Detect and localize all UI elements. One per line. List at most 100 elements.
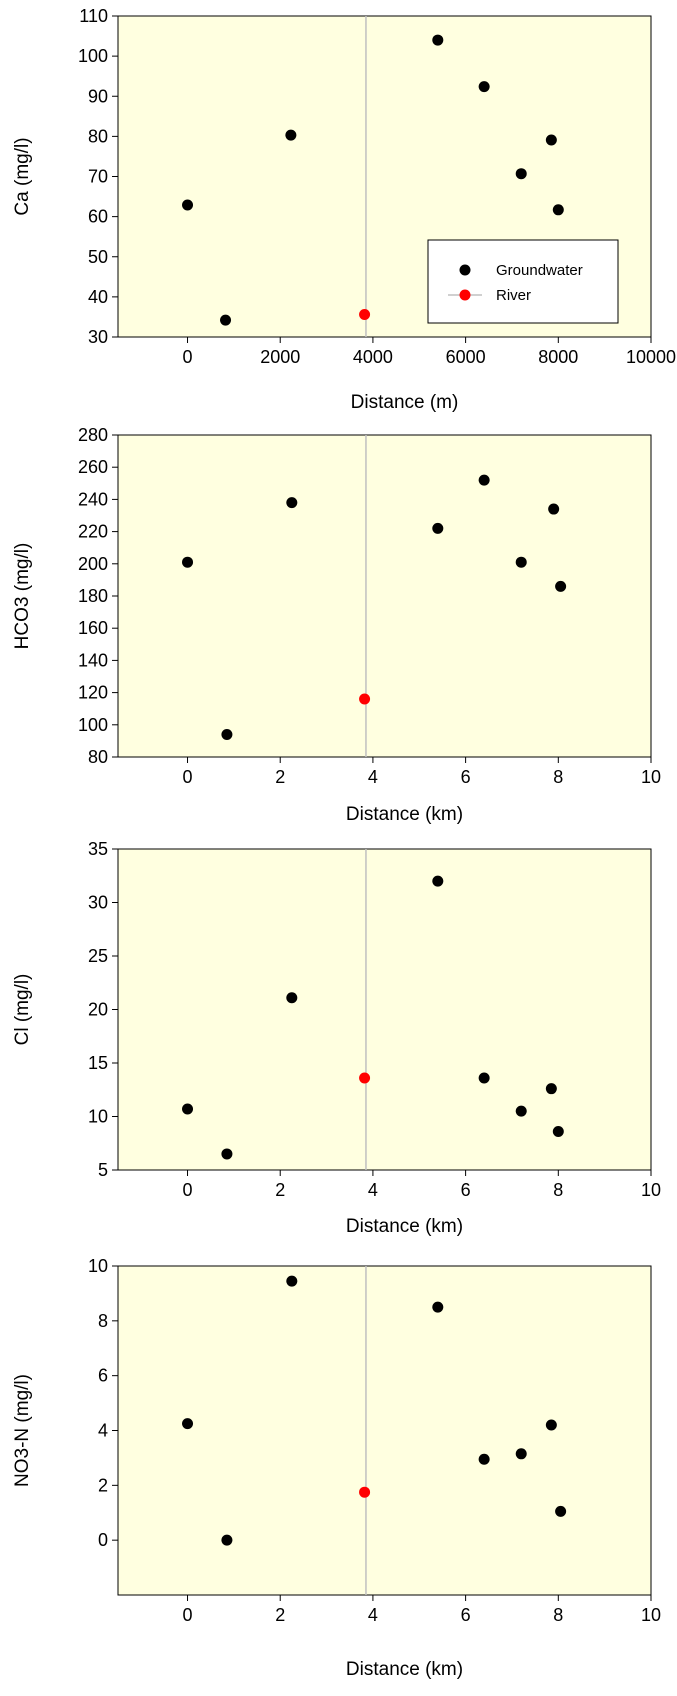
x-tick-label: 6 — [461, 1605, 471, 1625]
y-tick-label: 220 — [78, 522, 108, 542]
groundwater-point — [182, 199, 194, 211]
x-tick-label: 0 — [183, 347, 193, 367]
groundwater-point — [182, 556, 194, 568]
legend-box — [427, 239, 619, 324]
groundwater-point — [221, 1534, 233, 1546]
plot-area — [117, 1265, 652, 1596]
y-tick-label: 80 — [88, 126, 108, 146]
x-tick-label: 0 — [183, 1605, 193, 1625]
y-tick-label: 260 — [78, 457, 108, 477]
y-tick-label: 60 — [88, 207, 108, 227]
groundwater-point — [182, 1103, 194, 1115]
y-tick-label: 160 — [78, 618, 108, 638]
x-tick-label: 4 — [368, 1180, 378, 1200]
y-tick-label: 100 — [78, 715, 108, 735]
y-tick-label: 25 — [88, 946, 108, 966]
plot-area — [117, 434, 652, 758]
y-tick-label: 100 — [78, 46, 108, 66]
groundwater-point — [286, 1275, 298, 1287]
y-tick-label: 20 — [88, 1000, 108, 1020]
legend-entry-label: Groundwater — [496, 262, 583, 279]
x-tick-label: 10 — [641, 767, 661, 787]
groundwater-point — [545, 134, 557, 146]
legend-groundwater-marker — [459, 264, 471, 276]
groundwater-point — [478, 81, 490, 93]
chart-2: 0 2 4 6 8 10 80 100 120 140 160 180 200 220 240 260 280 D… — [12, 425, 661, 825]
groundwater-point — [220, 314, 232, 326]
y-tick-label: 110 — [79, 6, 108, 26]
y-tick-label: 280 — [78, 425, 108, 445]
y-axis-label: NO3-N (mg/l) — [12, 1374, 33, 1487]
y-tick-label: 6 — [98, 1366, 108, 1386]
legend: Groundwater River — [427, 239, 619, 324]
y-tick-label: 240 — [78, 489, 108, 509]
x-axis-label: Distance (m) — [351, 392, 459, 413]
y-tick-label: 200 — [78, 554, 108, 574]
y-tick-label: 0 — [98, 1530, 108, 1550]
groundwater-point — [221, 728, 233, 740]
y-tick-label: 10 — [88, 1107, 108, 1127]
groundwater-point — [286, 992, 298, 1004]
x-tick-label: 2 — [275, 1180, 285, 1200]
y-tick-label: 4 — [98, 1421, 108, 1441]
river-point — [359, 309, 371, 321]
y-tick-label: 5 — [98, 1160, 108, 1180]
groundwater-point — [545, 1083, 557, 1095]
chart-1: 0 2000 4000 6000 8000 10000 30 40 50 60 70 80 90 100 1… — [12, 6, 676, 413]
x-tick-label: 10000 — [626, 347, 676, 367]
x-tick-label: 0 — [183, 1180, 193, 1200]
x-tick-label: 6 — [461, 767, 471, 787]
river-point — [359, 1072, 371, 1084]
legend-entry-label: River — [496, 287, 531, 304]
groundwater-point — [478, 474, 490, 486]
groundwater-point — [221, 1148, 233, 1160]
groundwater-point — [432, 1301, 444, 1313]
y-tick-label: 30 — [88, 893, 108, 913]
x-tick-label: 4 — [368, 1605, 378, 1625]
x-axis-label: Distance (km) — [346, 1659, 463, 1680]
x-tick-label: 8000 — [538, 347, 578, 367]
river-point — [359, 1486, 371, 1498]
y-axis-label: Cl (mg/l) — [12, 974, 33, 1046]
y-tick-label: 140 — [78, 650, 108, 670]
x-tick-label: 8 — [553, 1605, 563, 1625]
y-tick-label: 70 — [88, 167, 108, 187]
groundwater-point — [545, 1419, 557, 1431]
groundwater-point — [552, 204, 564, 216]
x-tick-label: 6000 — [446, 347, 486, 367]
x-tick-label: 0 — [183, 767, 193, 787]
y-tick-label: 50 — [88, 247, 108, 267]
y-tick-label: 180 — [78, 586, 108, 606]
groundwater-point — [432, 522, 444, 534]
y-tick-label: 30 — [88, 327, 108, 347]
groundwater-point — [555, 580, 567, 592]
x-tick-label: 10 — [641, 1605, 661, 1625]
y-tick-label: 35 — [88, 839, 108, 859]
y-tick-label: 80 — [88, 747, 108, 767]
y-axis-label: Ca (mg/l) — [12, 137, 33, 215]
groundwater-point — [555, 1505, 567, 1517]
x-tick-label: 4 — [368, 767, 378, 787]
groundwater-point — [515, 168, 527, 180]
groundwater-point — [515, 1448, 527, 1460]
river-point — [359, 693, 371, 705]
chart-3: 0 2 4 6 8 10 5 10 15 20 25 30 35 Distance (km) Cl (mg/… — [12, 839, 661, 1237]
legend-river-marker — [459, 289, 471, 301]
groundwater-point — [552, 1125, 564, 1137]
groundwater-point — [515, 556, 527, 568]
x-tick-label: 2 — [275, 1605, 285, 1625]
y-tick-label: 2 — [98, 1475, 108, 1495]
x-tick-label: 4000 — [353, 347, 393, 367]
y-tick-label: 10 — [88, 1256, 108, 1276]
groundwater-point — [478, 1453, 490, 1465]
plot-area — [117, 848, 652, 1171]
y-tick-label: 8 — [98, 1311, 108, 1331]
x-axis-label: Distance (km) — [346, 804, 463, 825]
groundwater-point — [432, 875, 444, 887]
groundwater-point — [548, 503, 560, 515]
y-axis-label: HCO3 (mg/l) — [12, 543, 33, 650]
groundwater-point — [432, 34, 444, 46]
y-tick-label: 120 — [78, 683, 108, 703]
